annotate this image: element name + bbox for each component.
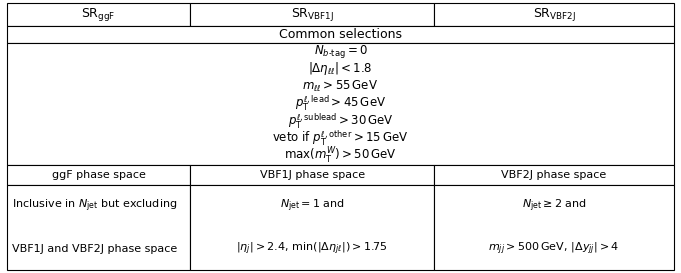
Text: $p_\mathrm{T}^{\ell,\mathrm{sublead}} > 30\,\mathrm{GeV}$: $p_\mathrm{T}^{\ell,\mathrm{sublead}} > … (287, 111, 394, 131)
Text: $N_\mathrm{jet} \geq 2$ and: $N_\mathrm{jet} \geq 2$ and (522, 198, 586, 215)
Text: $|\Delta\eta_{\ell\ell}| < 1.8$: $|\Delta\eta_{\ell\ell}| < 1.8$ (308, 60, 373, 78)
Bar (434, 3, 674, 26)
Text: $N_\mathrm{jet} = 1$ and: $N_\mathrm{jet} = 1$ and (280, 198, 345, 215)
Text: $N_{b\text{-tag}} = 0$: $N_{b\text{-tag}} = 0$ (313, 43, 368, 60)
Text: $p_\mathrm{T}^{\ell,\mathrm{lead}} > 45\,\mathrm{GeV}$: $p_\mathrm{T}^{\ell,\mathrm{lead}} > 45\… (295, 94, 386, 114)
Bar (191, 165, 434, 185)
Bar (191, 185, 434, 270)
Bar (7, 3, 191, 26)
Text: $\mathrm{SR_{ggF}}$: $\mathrm{SR_{ggF}}$ (82, 6, 116, 23)
Text: $\mathrm{SR_{VBF2J}}$: $\mathrm{SR_{VBF2J}}$ (533, 6, 575, 23)
Text: $|\eta_j| > 2.4,\, \min(|\Delta\eta_{j\ell}|) > 1.75$: $|\eta_j| > 2.4,\, \min(|\Delta\eta_{j\e… (236, 241, 388, 257)
Bar (191, 3, 434, 26)
Text: Common selections: Common selections (279, 28, 402, 41)
Text: veto if $p_\mathrm{T}^{\ell,\mathrm{other}} > 15\,\mathrm{GeV}$: veto if $p_\mathrm{T}^{\ell,\mathrm{othe… (272, 129, 409, 148)
Bar (434, 185, 674, 270)
Text: ggF phase space: ggF phase space (52, 170, 146, 180)
Bar (7, 26, 674, 43)
Bar (7, 165, 191, 185)
Text: $m_{\ell\ell} > 55\,\mathrm{GeV}$: $m_{\ell\ell} > 55\,\mathrm{GeV}$ (302, 79, 379, 94)
Bar (434, 165, 674, 185)
Bar (7, 185, 191, 270)
Text: VBF1J phase space: VBF1J phase space (259, 170, 365, 180)
Text: VBF2J phase space: VBF2J phase space (501, 170, 607, 180)
Text: VBF1J and VBF2J phase space: VBF1J and VBF2J phase space (12, 244, 177, 254)
Text: $\mathrm{SR_{VBF1J}}$: $\mathrm{SR_{VBF1J}}$ (291, 6, 334, 23)
Text: $m_{jj} > 500\,\mathrm{GeV},\, |\Delta y_{jj}| > 4$: $m_{jj} > 500\,\mathrm{GeV},\, |\Delta y… (488, 241, 620, 257)
Text: Inclusive in $N_\mathrm{jet}$ but excluding: Inclusive in $N_\mathrm{jet}$ but exclud… (12, 198, 178, 215)
Bar (7, 43, 674, 165)
Text: $\max(m_\mathrm{T}^W) > 50\,\mathrm{GeV}$: $\max(m_\mathrm{T}^W) > 50\,\mathrm{GeV}… (284, 146, 397, 166)
